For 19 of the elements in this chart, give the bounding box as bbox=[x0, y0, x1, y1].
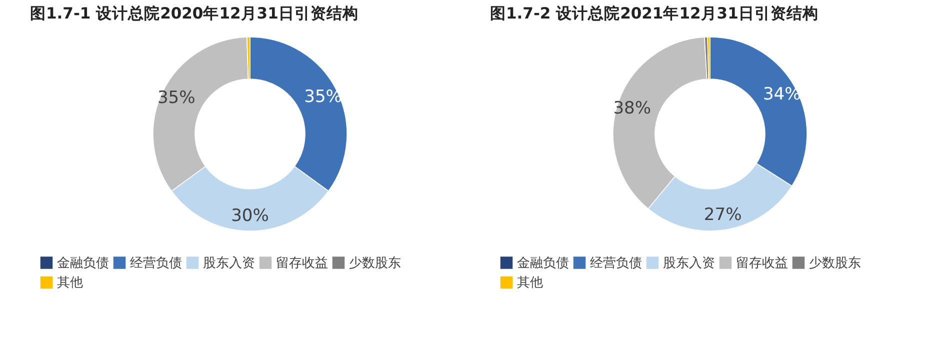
data-label: 38% bbox=[613, 98, 651, 118]
data-label: 34% bbox=[762, 84, 801, 104]
legend-label: 留存收益 bbox=[736, 256, 788, 271]
legend-label: 其他 bbox=[517, 276, 543, 290]
legend-label: 金融负债 bbox=[57, 256, 109, 271]
data-label: 27% bbox=[704, 204, 742, 225]
chart-title: 图1.7-2 设计总院2021年12月31日引资结构 bbox=[490, 4, 818, 22]
data-label: 35% bbox=[157, 88, 196, 108]
legend-label: 股东入资 bbox=[203, 256, 255, 271]
legend-label: 留存收益 bbox=[276, 256, 328, 271]
legend-label: 经营负债 bbox=[590, 256, 642, 271]
legend-label: 金融负债 bbox=[517, 256, 569, 271]
data-label: 30% bbox=[231, 206, 269, 226]
legend-label: 少数股东 bbox=[809, 256, 861, 271]
legend-label: 少数股东 bbox=[349, 256, 401, 271]
chart-title: 图1.7-1 设计总院2020年12月31日引资结构 bbox=[30, 4, 358, 22]
legend-label: 股东入资 bbox=[663, 256, 715, 271]
legend-label: 经营负债 bbox=[130, 256, 182, 271]
legend-label: 其他 bbox=[57, 276, 83, 290]
